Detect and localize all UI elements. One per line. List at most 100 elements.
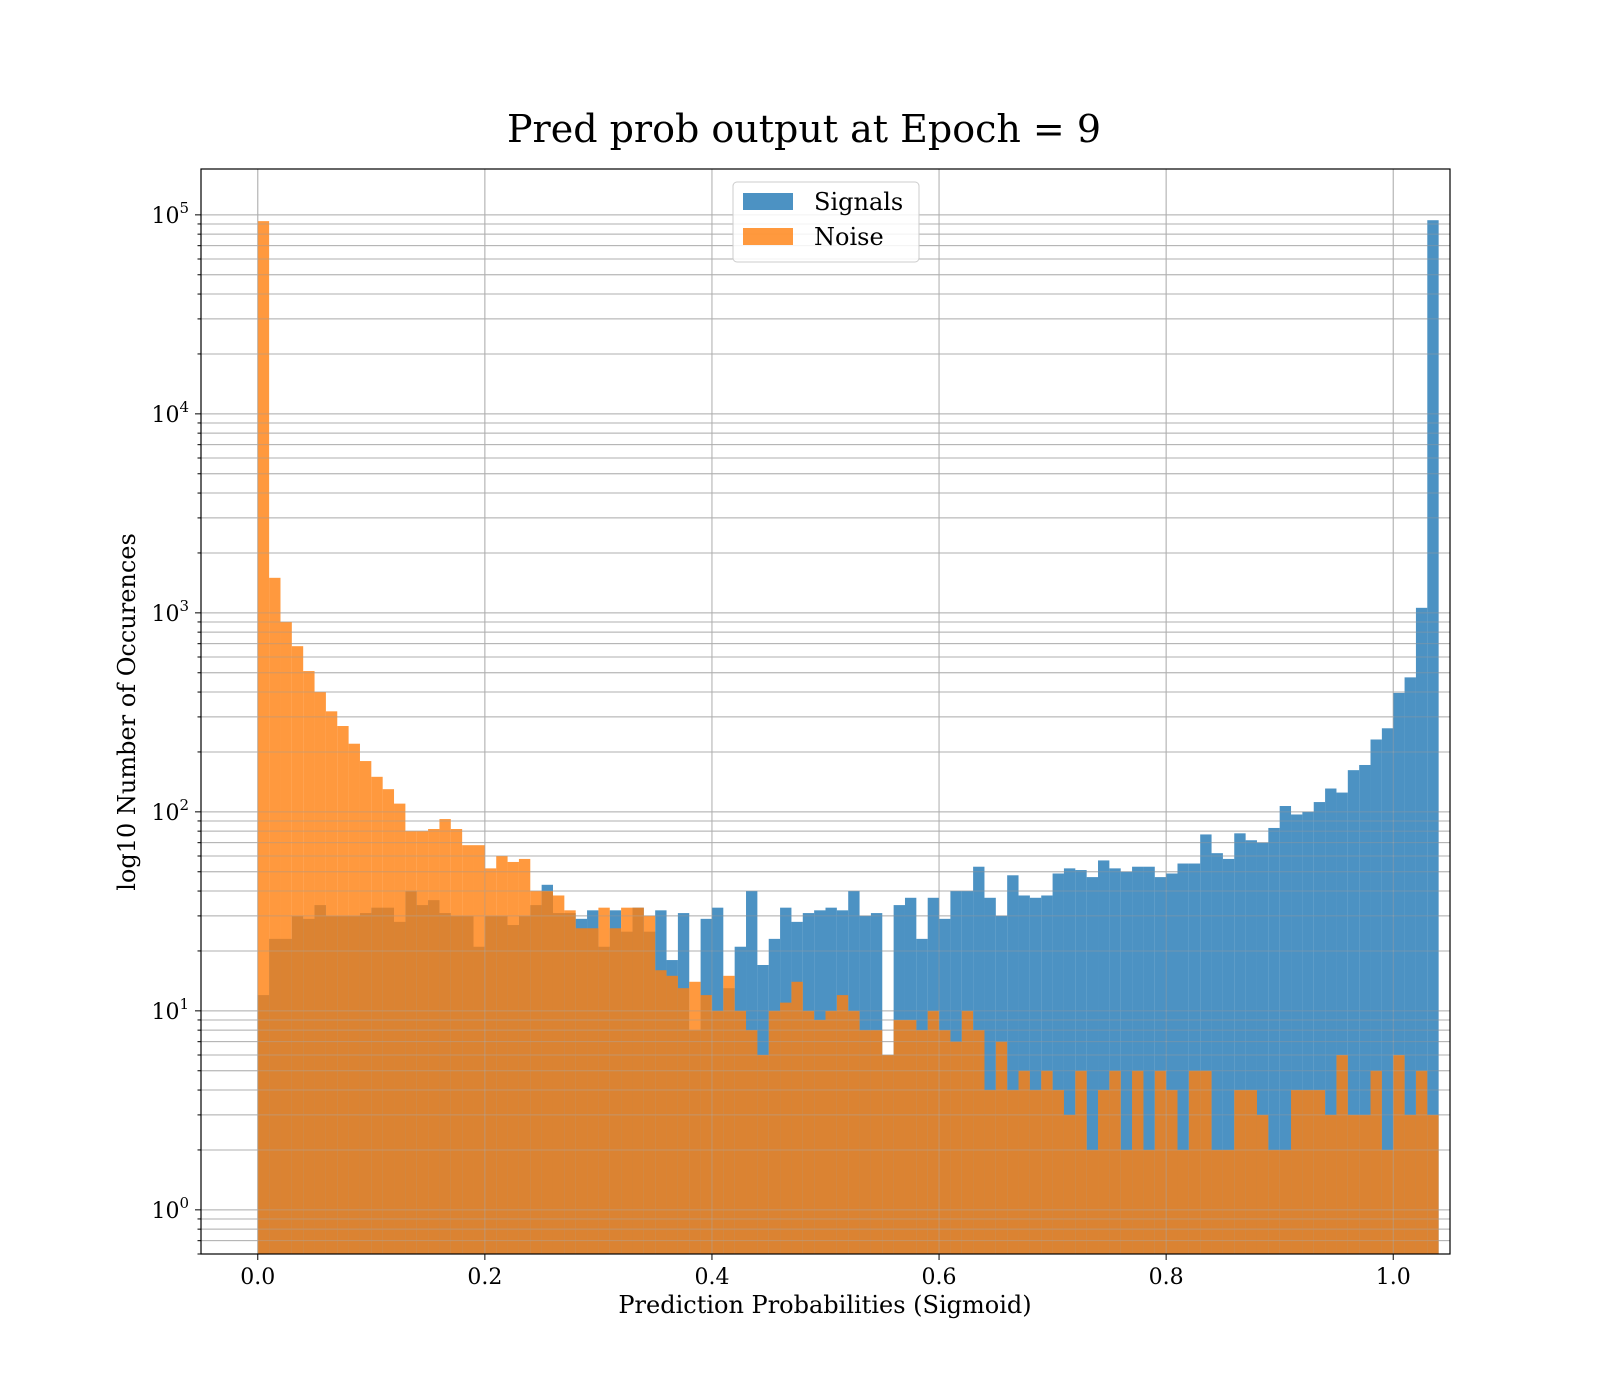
x-tick-label: 0.4 [694, 1265, 729, 1290]
bar-noise [507, 861, 519, 1254]
legend-label-noise: Noise [814, 223, 884, 251]
bar-noise [666, 975, 678, 1254]
bar-noise [348, 743, 360, 1254]
bar-noise [269, 577, 281, 1254]
bar-noise [1154, 1070, 1167, 1254]
bar-signals [1143, 866, 1155, 1254]
bar-noise [927, 1010, 940, 1254]
bar-noise [587, 928, 599, 1254]
bar-noise [802, 1010, 815, 1254]
bar-noise [643, 915, 656, 1254]
bar-noise [552, 895, 565, 1254]
bar-noise [1041, 1070, 1053, 1254]
bar-noise [325, 711, 338, 1254]
bar-noise [757, 1055, 769, 1254]
bar-noise [711, 1010, 724, 1254]
bar-noise [530, 891, 542, 1254]
y-tick-label: 104 [151, 398, 189, 428]
bar-noise [359, 761, 372, 1254]
bar-noise [621, 907, 633, 1254]
x-tick-label: 0.0 [240, 1265, 275, 1290]
bar-noise [1166, 1090, 1178, 1254]
bar-signals [1052, 873, 1064, 1254]
bar-noise [836, 995, 849, 1254]
legend-swatch-signals [743, 193, 793, 210]
legend-swatch-noise [743, 228, 793, 245]
bar-noise [904, 1019, 917, 1254]
bar-signals [1007, 875, 1019, 1254]
bar-signals [1154, 877, 1167, 1254]
bar-noise [564, 910, 576, 1254]
bar-noise [973, 1030, 985, 1254]
bar-noise [462, 845, 474, 1254]
y-tick-label: 100 [151, 1194, 189, 1224]
bar-signals [1370, 739, 1382, 1254]
bar-noise [1359, 1114, 1371, 1254]
bar-signals [1063, 868, 1076, 1254]
bar-noise [825, 1010, 837, 1254]
bar-noise [1120, 1149, 1133, 1254]
bar-noise [734, 1010, 747, 1254]
bar-signals [1302, 811, 1314, 1254]
bar-noise [303, 671, 315, 1254]
bar-signals [1359, 764, 1371, 1254]
bar-signals [1415, 607, 1428, 1254]
bar-signals [1120, 871, 1133, 1254]
x-tick-label: 0.6 [922, 1265, 957, 1290]
bar-noise [950, 1041, 962, 1254]
bar-noise [1007, 1090, 1019, 1254]
bar-signals [1268, 827, 1280, 1254]
bar-noise [405, 831, 417, 1254]
series-noise [257, 221, 1439, 1255]
bar-noise [723, 975, 735, 1254]
bars-layer [257, 220, 1439, 1255]
bar-noise [314, 692, 326, 1254]
bar-noise [1200, 1070, 1212, 1254]
bar-noise [484, 868, 497, 1254]
bar-signals [1029, 897, 1042, 1254]
bar-noise [382, 789, 395, 1254]
bar-noise [1336, 1055, 1348, 1254]
bar-noise [995, 1041, 1008, 1254]
bar-signals [1313, 802, 1326, 1254]
bar-signals [1256, 842, 1269, 1254]
bar-noise [394, 803, 406, 1254]
bar-noise [575, 928, 588, 1254]
bar-signals [1132, 866, 1144, 1254]
bar-noise [1279, 1149, 1292, 1254]
bar-noise [291, 646, 304, 1254]
bar-noise [700, 995, 712, 1254]
bar-noise [1052, 1090, 1064, 1254]
bar-noise [1245, 1090, 1257, 1254]
bar-noise [1268, 1149, 1280, 1254]
bar-noise [1393, 1055, 1405, 1254]
bar-noise [689, 981, 701, 1254]
bar-noise [1211, 1149, 1223, 1254]
bar-noise [518, 858, 531, 1254]
bar-noise [870, 1030, 883, 1254]
bar-noise [609, 928, 622, 1254]
bar-signals [1200, 834, 1212, 1254]
bar-noise [791, 981, 803, 1254]
bar-noise [439, 819, 451, 1254]
bar-noise [893, 1019, 905, 1254]
bar-noise [1404, 1114, 1416, 1254]
bar-noise [496, 856, 508, 1254]
bar-noise [1018, 1070, 1030, 1254]
bar-noise [1063, 1114, 1076, 1254]
bar-noise [655, 970, 667, 1254]
bar-noise [1291, 1090, 1303, 1254]
bar-signals [1279, 806, 1292, 1254]
bar-noise [1132, 1070, 1144, 1254]
y-tick-label: 105 [151, 199, 189, 229]
bar-signals [1211, 853, 1223, 1254]
bar-noise [632, 907, 644, 1254]
x-tick-label: 0.2 [467, 1265, 502, 1290]
bar-noise [916, 1030, 928, 1254]
bar-noise [1143, 1149, 1155, 1254]
bar-signals [1222, 858, 1235, 1254]
bar-signals [1245, 840, 1257, 1254]
bar-noise [1313, 1090, 1326, 1254]
bar-noise [1347, 1114, 1360, 1254]
bar-noise [1302, 1090, 1314, 1254]
